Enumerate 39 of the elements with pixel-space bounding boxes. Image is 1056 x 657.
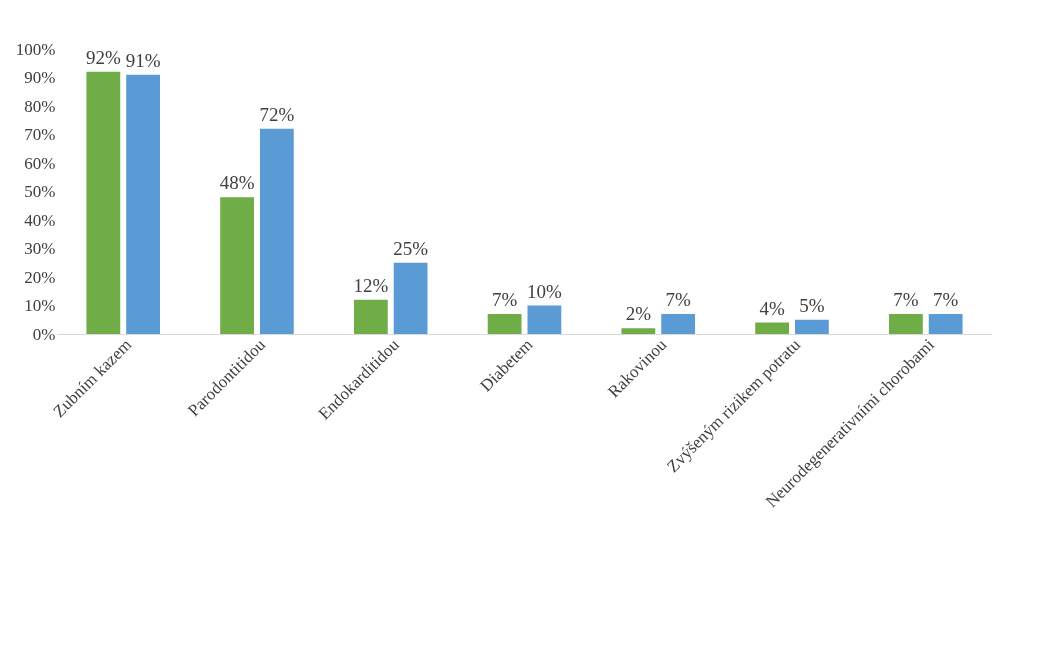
bar <box>889 314 923 334</box>
data-label: 7% <box>933 289 959 311</box>
y-tick-label: 70% <box>24 125 56 144</box>
bar <box>795 319 829 334</box>
y-tick-label: 30% <box>24 239 56 258</box>
data-label: 12% <box>353 274 389 296</box>
y-tick-label: 80% <box>24 96 56 116</box>
data-label: 5% <box>799 294 825 316</box>
data-label: 7% <box>491 289 518 311</box>
data-label: 7% <box>893 289 919 311</box>
y-tick-label: 20% <box>24 267 56 287</box>
y-tick-label: 40% <box>24 210 56 230</box>
data-label: 10% <box>526 280 562 302</box>
bar <box>126 74 160 334</box>
data-label: 4% <box>759 297 785 319</box>
bar <box>220 197 254 334</box>
bar <box>621 328 656 334</box>
data-label: 72% <box>259 103 295 125</box>
y-tick-label: 100% <box>15 39 56 59</box>
data-label: 2% <box>625 303 652 325</box>
y-tick-label: 0% <box>32 324 56 344</box>
bar <box>928 314 963 334</box>
data-label: 92% <box>85 46 121 68</box>
bar <box>259 128 294 334</box>
y-tick-label: 10% <box>24 296 56 315</box>
bar <box>487 314 522 334</box>
bar <box>393 262 428 334</box>
data-label: 25% <box>393 237 429 259</box>
data-label: 7% <box>665 289 691 311</box>
bar <box>86 71 121 334</box>
data-label: 91% <box>125 49 161 71</box>
bar <box>353 299 388 334</box>
y-tick-label: 90% <box>24 68 56 87</box>
bar <box>661 314 696 334</box>
y-tick-label: 60% <box>24 153 56 173</box>
bar <box>755 322 790 334</box>
y-tick-label: 50% <box>24 182 56 201</box>
bar <box>527 305 562 334</box>
data-label: 48% <box>219 172 255 194</box>
